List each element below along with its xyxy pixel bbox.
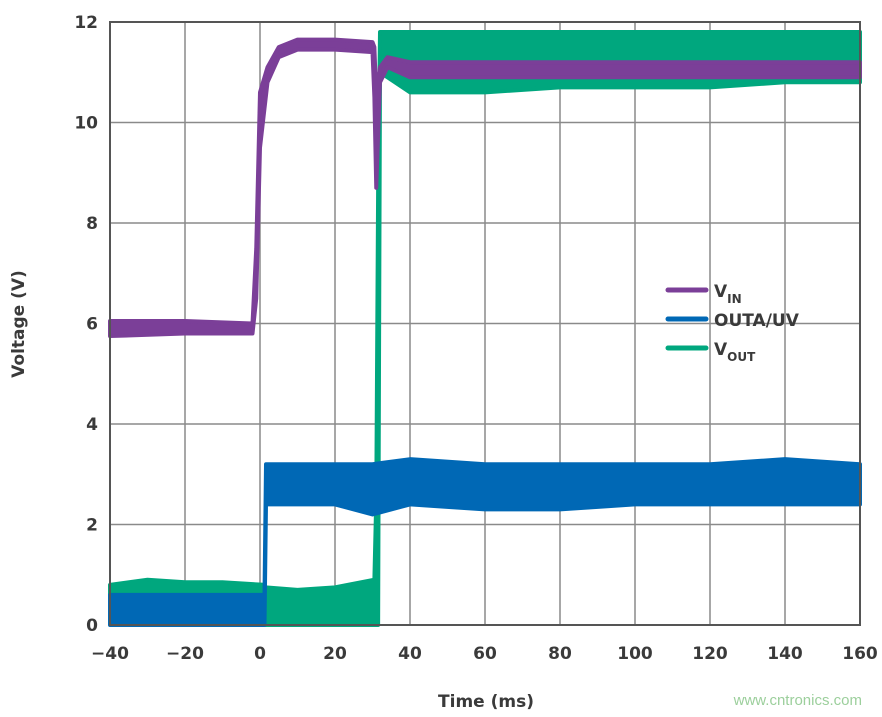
x-tick-label: −20 (166, 644, 204, 664)
x-tick-label: −40 (91, 644, 129, 664)
x-tick-label: 140 (767, 644, 803, 664)
tick-labels: −40 −20 0 20 40 60 80 100 120 140 160 0 2 4 6 8 10 12 (74, 13, 878, 664)
y-tick-label: 0 (86, 616, 98, 636)
x-tick-label: 80 (548, 644, 572, 664)
x-tick-label: 120 (692, 644, 728, 664)
y-tick-label: 6 (86, 315, 98, 335)
plot-frame (109, 21, 861, 626)
y-axis-label: Voltage (V) (9, 270, 29, 378)
y-tick-label: 12 (74, 13, 98, 33)
legend-label: VOUT (714, 340, 756, 364)
y-tick-label: 8 (86, 214, 98, 234)
x-axis-label: Time (ms) (438, 692, 534, 712)
x-tick-label: 100 (617, 644, 653, 664)
y-tick-label: 4 (86, 415, 98, 435)
x-tick-label: 40 (398, 644, 422, 664)
x-tick-label: 160 (842, 644, 878, 664)
legend-label: OUTA/UV (714, 311, 800, 331)
y-tick-label: 10 (74, 114, 98, 134)
x-tick-label: 60 (473, 644, 497, 664)
legend-label: VIN (714, 282, 742, 306)
y-tick-label: 2 (86, 516, 98, 536)
watermark: www.cntronics.com (733, 692, 862, 709)
x-tick-label: 20 (323, 644, 347, 664)
x-tick-label: 0 (254, 644, 266, 664)
legend: VIN OUTA/UV VOUT (665, 282, 800, 364)
